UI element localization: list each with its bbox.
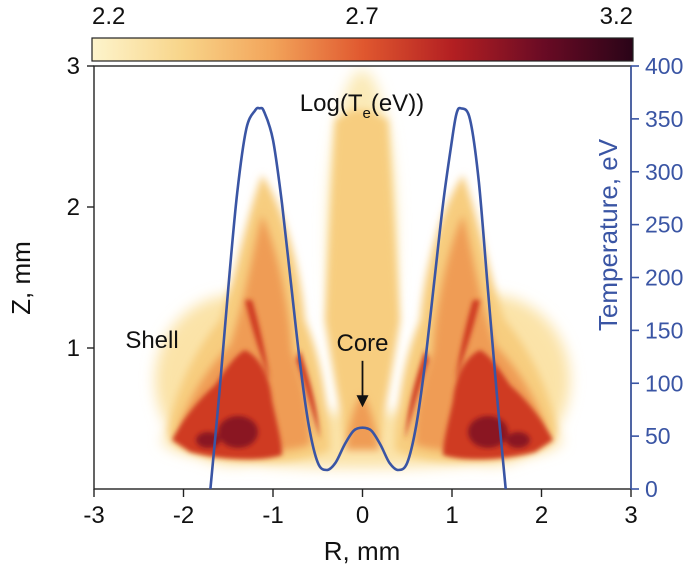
colorbar-tick-min: 2.2	[92, 3, 125, 30]
colorbar-tick-max: 3.2	[600, 3, 633, 30]
temperature-heatmap	[155, 70, 570, 468]
y-right-tick-label: 200	[645, 265, 683, 291]
y-right-tick-label: 50	[645, 423, 671, 449]
y-left-tick-label: 1	[67, 335, 80, 362]
y-right-tick-label: 100	[645, 370, 683, 396]
x-tick-label: 3	[624, 502, 637, 529]
y-left-tick-label: 2	[67, 194, 80, 221]
colorbar-tick-mid: 2.7	[345, 3, 378, 30]
chart-title-main: Log(T	[300, 90, 363, 117]
chart-title: Log(Te(eV))	[300, 90, 424, 122]
x-tick-label: 0	[356, 502, 369, 529]
y-right-tick-label: 400	[645, 53, 683, 79]
y-right-tick-label: 250	[645, 212, 683, 238]
chart-title-subscript: e	[363, 105, 371, 122]
y-right-tick-label: 350	[645, 106, 683, 132]
annotation-core: Core	[336, 330, 388, 357]
x-tick-label: -1	[262, 502, 283, 529]
colorbar-bar	[91, 37, 634, 62]
temperature-series-line	[209, 106, 507, 490]
y-left-tick-label: 3	[67, 53, 80, 80]
x-tick-label: 2	[535, 502, 548, 529]
y-axis-left-title: Z, mm	[6, 241, 36, 315]
x-tick-label: 1	[445, 502, 458, 529]
x-tick-label: -2	[173, 502, 194, 529]
y-right-tick-label: 150	[645, 317, 683, 343]
y-axis-right: 0 50 100 150 200 250 300 350 400	[630, 53, 683, 502]
y-right-tick-label: 300	[645, 159, 683, 185]
x-axis-title: R, mm	[324, 536, 401, 566]
y-right-tick-label: 0	[645, 476, 658, 502]
y-axis-right-title: Temperature, eV	[593, 138, 623, 331]
chart-title-tail: (eV))	[371, 90, 424, 117]
x-tick-label: -3	[83, 502, 104, 529]
annotation-shell: Shell	[125, 327, 178, 354]
y-axis-left: 1 2 3	[67, 53, 94, 362]
colorbar: 2.2 2.7 3.2	[91, 3, 634, 62]
x-axis: -3 -2 -1 0 1 2 3	[83, 489, 638, 529]
core-arrow	[356, 360, 369, 408]
